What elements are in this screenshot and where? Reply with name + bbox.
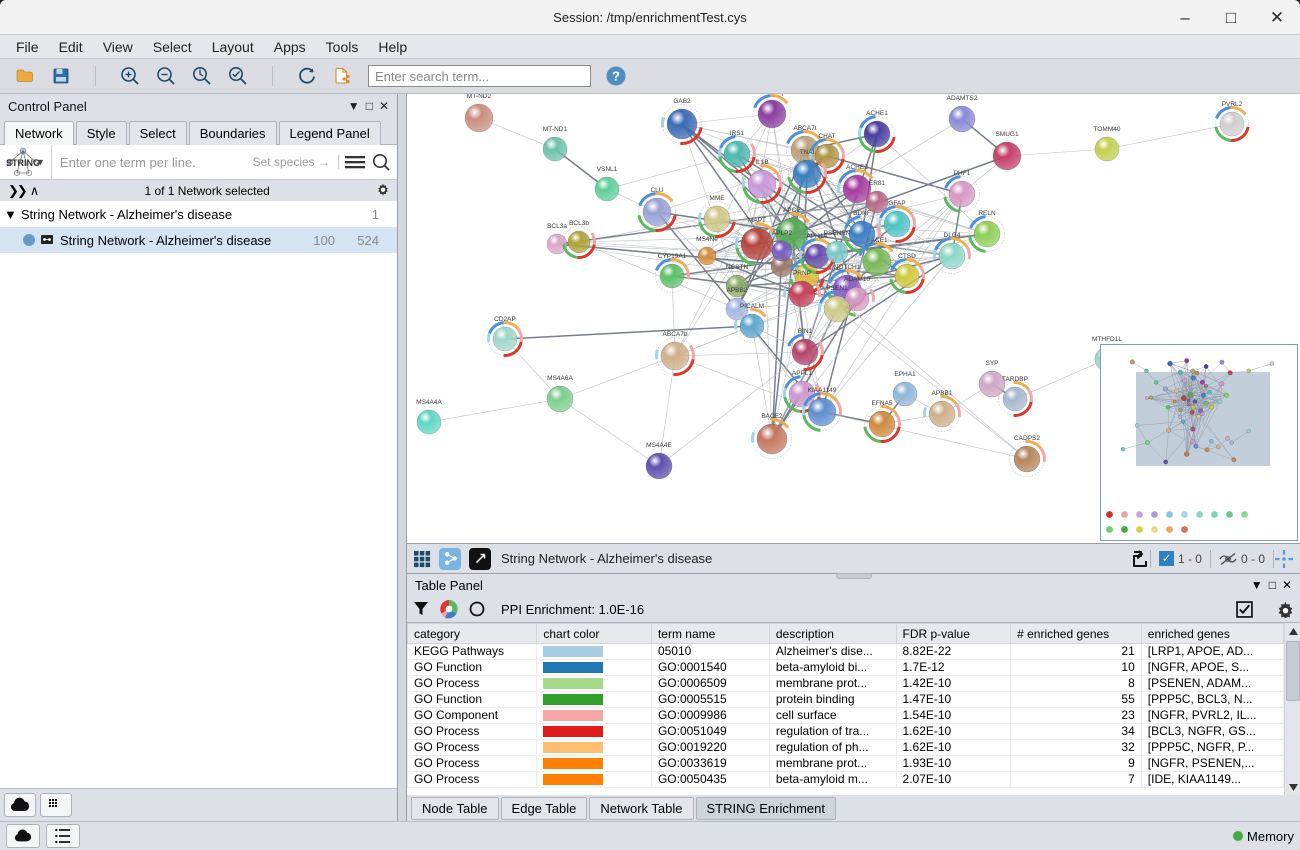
svg-text:SMUG1: SMUG1 (995, 131, 1019, 138)
svg-text:MME: MME (709, 195, 725, 202)
svg-text:ER81: ER81 (869, 180, 886, 187)
svg-text:ADAMTS2: ADAMTS2 (947, 95, 978, 102)
svg-text:TOMM40: TOMM40 (1094, 126, 1121, 133)
svg-text:BCL3b: BCL3b (569, 220, 589, 227)
svg-text:BCL3a: BCL3a (547, 223, 567, 230)
svg-text:CYP19A1: CYP19A1 (658, 253, 687, 260)
svg-text:TARDBP: TARDBP (1002, 376, 1028, 383)
svg-text:IL1B: IL1B (755, 159, 768, 166)
svg-text:?: ? (612, 69, 620, 84)
svg-text:RELN: RELN (978, 210, 996, 217)
svg-text:SYP: SYP (985, 360, 998, 367)
svg-text:GFAP: GFAP (888, 200, 905, 207)
svg-text:APPL1: APPL1 (792, 370, 813, 377)
svg-text:MAPT: MAPT (748, 217, 766, 224)
svg-text:BIN1: BIN1 (798, 328, 813, 335)
svg-text:ACHEtop: ACHEtop (758, 94, 785, 96)
svg-text:ACHE1: ACHE1 (866, 110, 888, 117)
svg-text:CLU: CLU (650, 187, 663, 194)
svg-text:ACHE2: ACHE2 (846, 164, 868, 171)
svg-text:BDNF: BDNF (853, 210, 871, 217)
svg-text:MS4A4A: MS4A4A (416, 399, 442, 406)
svg-text:CHAT: CHAT (818, 133, 835, 140)
svg-text:PSENEN: PSENEN (824, 230, 851, 237)
svg-text:MT-ND2: MT-ND2 (467, 94, 492, 100)
svg-text:MT-ND1: MT-ND1 (543, 126, 568, 133)
svg-text:MTHFD1L: MTHFD1L (1092, 336, 1122, 343)
svg-text:NCSTN: NCSTN (726, 264, 749, 271)
svg-text:APOE: APOE (783, 207, 802, 214)
svg-text:PVRL2: PVRL2 (1222, 101, 1243, 108)
svg-text:PICALM: PICALM (740, 303, 764, 310)
svg-text:KIAA1149: KIAA1149 (808, 387, 837, 394)
svg-text:CADPS2: CADPS2 (1014, 435, 1040, 442)
svg-text:MS4Ne: MS4Ne (696, 236, 718, 243)
svg-text:EFNA5: EFNA5 (872, 400, 893, 407)
svg-text:CD2AP: CD2AP (494, 316, 516, 323)
svg-text:STRING: STRING (6, 158, 40, 168)
svg-text:ABCA7b: ABCA7b (663, 331, 688, 338)
svg-text:ADAM10: ADAM10 (844, 276, 870, 283)
svg-text:VSNL1: VSNL1 (597, 166, 618, 173)
svg-text:EPHA1: EPHA1 (894, 371, 916, 378)
svg-text:TNAI: TNAI (800, 149, 815, 156)
svg-text:MS4A6A: MS4A6A (547, 375, 573, 382)
svg-text:APBB1: APBB1 (932, 390, 953, 397)
svg-text:IRS1: IRS1 (730, 130, 745, 137)
svg-text:GAB2: GAB2 (673, 98, 691, 105)
svg-text:APBB2: APBB2 (727, 287, 748, 294)
svg-text:NOTCH1: NOTCH1 (834, 264, 861, 271)
svg-text:ABCA7t: ABCA7t (793, 125, 816, 132)
svg-text:MS4A4E: MS4A4E (646, 442, 672, 449)
svg-text:PSEN1: PSEN1 (826, 285, 848, 292)
svg-text:PHF1: PHF1 (954, 170, 971, 177)
svg-text:BACE2: BACE2 (761, 413, 783, 420)
svg-text:CTSD: CTSD (898, 253, 916, 260)
svg-text:APLP2: APLP2 (772, 230, 793, 237)
svg-text:DLG4: DLG4 (944, 232, 961, 239)
svg-text:PRNP: PRNP (793, 270, 811, 277)
